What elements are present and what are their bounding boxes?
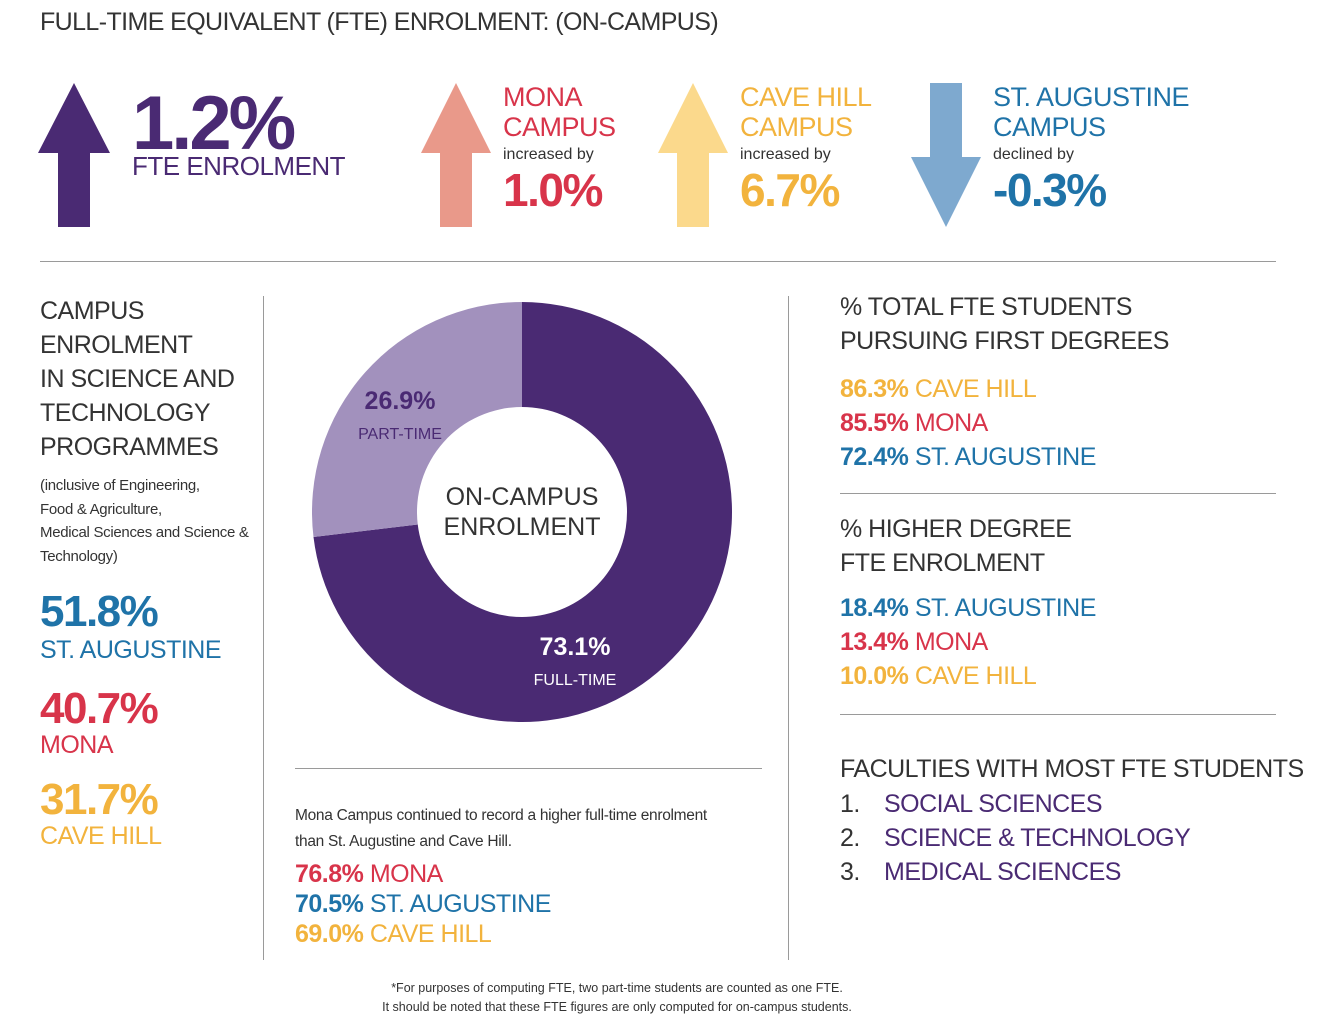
list-item: 18.4% ST. AUGUSTINE [840,594,1096,622]
science-tech-label: CAVE HILL [40,822,162,850]
list-item: 3. MEDICAL SCIENCES [840,858,1121,886]
divider [788,296,789,960]
list-item: 76.8% MONA [295,860,443,888]
campus-change-value: 1.0% [503,164,603,216]
list-item: 1. SOCIAL SCIENCES [840,790,1103,818]
campus-name-st-augustine: ST. AUGUSTINE CAMPUS [993,82,1190,142]
list-item: 86.3% CAVE HILL [840,375,1037,403]
list-item: 2. SCIENCE & TECHNOLOGY [840,824,1191,852]
list-item: 10.0% CAVE HILL [840,662,1037,690]
donut-center-label: ENROLMENT [444,513,601,541]
list-item: 85.5% MONA [840,409,988,437]
higher-degree-heading: % HIGHER DEGREE FTE ENROLMENT [840,515,1072,577]
donut-slice-full-time [313,302,732,722]
slice-name-label: PART-TIME [358,426,442,443]
faculties-heading: FACULTIES WITH MOST FTE STUDENTS [840,755,1304,783]
list-item: 69.0% CAVE HILL [295,920,492,948]
change-text: increased by [503,146,594,163]
faculties-list: 1. SOCIAL SCIENCES 2. SCIENCE & TECHNOLOGY… [840,787,1191,889]
campus-change-value: 6.7% [740,164,840,216]
science-tech-label: ST. AUGUSTINE [40,636,222,664]
list-item: 70.5% ST. AUGUSTINE [295,890,551,918]
science-tech-value: 40.7% [40,684,159,733]
science-tech-heading: CAMPUS ENROLMENT IN SCIENCE AND TECHNOLO… [40,297,235,461]
divider [840,714,1276,715]
campus-name-cave-hill: CAVE HILL CAMPUS [740,82,872,142]
donut-slice-part-time [312,302,522,538]
up-arrow-icon [658,83,728,227]
first-degrees-list: 86.3% CAVE HILL 85.5% MONA 72.4% ST. AUG… [840,372,1096,474]
campus-name-mona: MONA CAMPUS [503,82,616,142]
change-text: increased by [740,146,831,163]
campus-change-value: -0.3% [993,164,1107,216]
down-arrow-icon [911,83,981,227]
higher-degree-list: 18.4% ST. AUGUSTINE 13.4% MONA 10.0% CAV… [840,591,1096,693]
slice-value-label: 26.9% [365,387,436,415]
list-item: 13.4% MONA [840,628,988,656]
list-item: 72.4% ST. AUGUSTINE [840,443,1096,471]
divider [263,296,264,960]
up-arrow-icon [421,83,491,227]
slice-name-label: FULL-TIME [534,672,617,689]
slice-value-label: 73.1% [540,633,611,661]
divider [40,261,1276,262]
fulltime-note-text: Mona Campus continued to record a higher… [295,807,707,850]
science-tech-value: 51.8% [40,587,159,636]
fulltime-list: 76.8% MONA 70.5% ST. AUGUSTINE 69.0% CAV… [295,859,551,949]
first-degrees-heading: % TOTAL FTE STUDENTS PURSUING FIRST DEGR… [840,293,1169,355]
page-title: FULL-TIME EQUIVALENT (FTE) ENROLMENT: (O… [40,8,719,36]
divider [840,493,1276,494]
divider [295,768,762,769]
change-text: declined by [993,146,1074,163]
fte-change-value: 1.2% [132,81,296,166]
fte-change-label: FTE ENROLMENT [132,151,346,181]
up-arrow-icon [38,83,110,227]
footnote: *For purposes of computing FTE, two part… [382,981,852,1014]
science-tech-label: MONA [40,731,114,759]
donut-center-label: ON-CAMPUS [446,483,599,511]
science-tech-note: (inclusive of Engineering, Food & Agricu… [40,477,249,565]
science-tech-value: 31.7% [40,775,159,824]
enrolment-donut-chart: 73.1% FULL-TIME 26.9% PART-TIME ON-CAMPUSENR… [312,302,732,722]
